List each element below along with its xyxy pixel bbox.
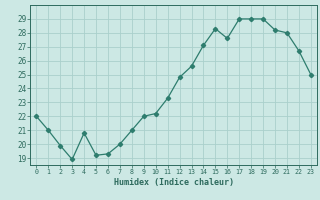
X-axis label: Humidex (Indice chaleur): Humidex (Indice chaleur): [114, 178, 234, 187]
